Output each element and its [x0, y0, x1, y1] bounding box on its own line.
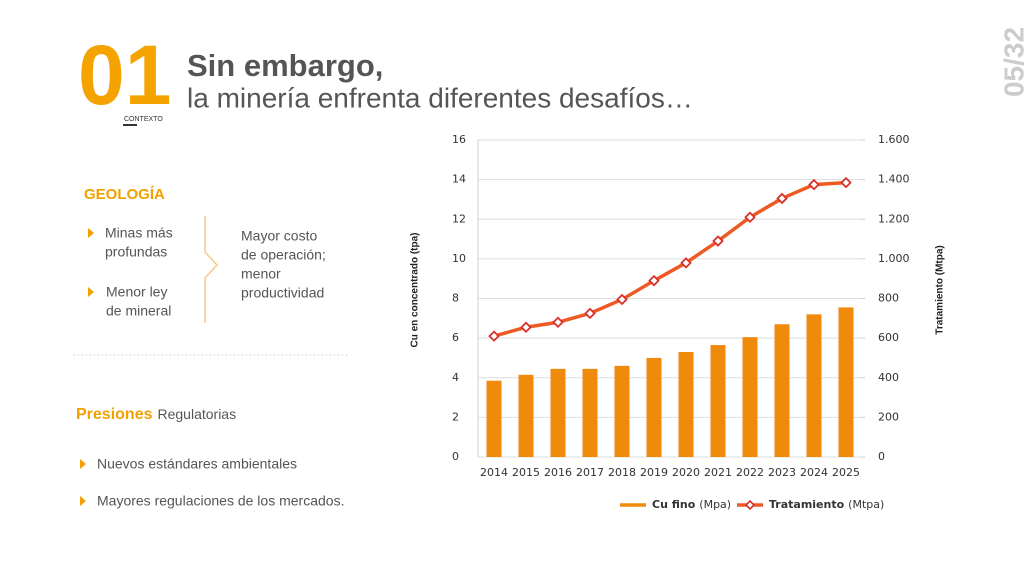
bar: [518, 374, 534, 457]
bar: [774, 324, 790, 457]
page-number: 05/32: [998, 27, 1024, 97]
item: Menor ley: [106, 284, 167, 300]
item: Nuevos estándares ambientales: [97, 456, 297, 472]
y2-tick-label: 400: [878, 371, 899, 384]
line: [493, 180, 847, 338]
y-tick-label: 12: [452, 212, 466, 225]
item: profundas: [105, 244, 167, 260]
x-tick-label: 2017: [576, 466, 604, 479]
y-tick-label: 6: [452, 331, 459, 344]
marker: [616, 293, 628, 306]
effect: productividad: [241, 285, 324, 301]
marker: [808, 178, 820, 191]
bar: [806, 314, 822, 457]
y-tick-label: 0: [452, 450, 459, 463]
y2-tick-label: 1.200: [878, 212, 910, 225]
x-tick-label: 2023: [768, 466, 796, 479]
x-tick-label: 2019: [640, 466, 668, 479]
bullet: [88, 228, 94, 238]
y-tick-label: 16: [452, 133, 466, 146]
pressures-subtitle: Regulatorias: [157, 406, 236, 422]
item: Mayores regulaciones de los mercados.: [97, 493, 344, 509]
marker: [840, 176, 852, 189]
legend-entry: Tratamiento (Mtpa): [769, 498, 884, 511]
x-tick-label: 2014: [480, 466, 508, 479]
y2-tick-label: 1.400: [878, 173, 910, 186]
x-tick-label: 2022: [736, 466, 764, 479]
y-tick-label: 4: [452, 371, 459, 384]
section-label: CONTEXTO: [124, 116, 163, 123]
marker: [680, 257, 692, 269]
y2-tick-label: 200: [878, 410, 899, 423]
x-tick-label: 2021: [704, 466, 732, 479]
y2-tick-label: 1.600: [878, 133, 910, 146]
item: de mineral: [106, 303, 171, 319]
bar: [550, 368, 566, 457]
x-tick-label: 2020: [672, 466, 700, 479]
pressures-heading: Presiones Regulatorias: [76, 406, 236, 424]
legend-unit: (Mpa): [699, 498, 731, 511]
effect: Mayor costo: [241, 228, 317, 244]
x-tick-label: 2015: [512, 466, 540, 479]
y-tick-label: 14: [452, 173, 466, 186]
bullet: [80, 459, 86, 469]
bar: [838, 307, 854, 457]
bar: [486, 380, 502, 457]
legend-marker: [744, 499, 756, 511]
x-tick-label: 2016: [544, 466, 572, 479]
y2-tick-label: 1.000: [878, 252, 910, 265]
subtitle: la minería enfrenta diferentes desafíos…: [187, 82, 693, 113]
marker: [488, 330, 500, 342]
marker: [648, 274, 660, 287]
item: Minas más: [105, 225, 173, 241]
x-tick-label: 2025: [832, 466, 860, 479]
underline: [123, 124, 137, 126]
bullet: [88, 287, 94, 297]
marker: [552, 316, 564, 329]
x-tick-label: 2018: [608, 466, 636, 479]
y2-axis-label: Tratamiento (Mtpa): [935, 245, 946, 334]
bar: [710, 345, 726, 457]
section-number: 01: [78, 28, 171, 122]
title: Sin embargo,: [187, 48, 383, 83]
geology-title: GEOLOGÍA: [84, 186, 165, 203]
marker: [520, 321, 532, 334]
bar: [614, 365, 630, 457]
bullet: [80, 496, 86, 506]
effect: menor: [241, 266, 281, 282]
y-axis-label: Cu en concentrado (tpa): [410, 232, 421, 347]
bar: [582, 368, 598, 457]
y2-tick-label: 800: [878, 292, 899, 305]
bar: [678, 351, 694, 457]
marker: [776, 192, 788, 205]
effect: de operación;: [241, 247, 326, 263]
legend-name: Cu fino: [652, 498, 696, 511]
brace: [204, 216, 219, 323]
y-tick-label: 8: [452, 292, 459, 305]
legend-unit: (Mtpa): [848, 498, 884, 511]
marker: [584, 307, 596, 320]
bar: [742, 337, 758, 457]
legend-name: Tratamiento: [769, 498, 845, 511]
bar: [646, 357, 662, 457]
x-tick-label: 2024: [800, 466, 828, 479]
pressures-title: Presiones: [76, 406, 153, 423]
marker: [744, 211, 756, 224]
y-tick-label: 10: [452, 252, 466, 265]
y2-tick-label: 0: [878, 450, 885, 463]
y-tick-label: 2: [452, 410, 459, 423]
legend-entry: Cu fino (Mpa): [652, 498, 731, 511]
marker: [712, 235, 724, 247]
y2-tick-label: 600: [878, 331, 899, 344]
